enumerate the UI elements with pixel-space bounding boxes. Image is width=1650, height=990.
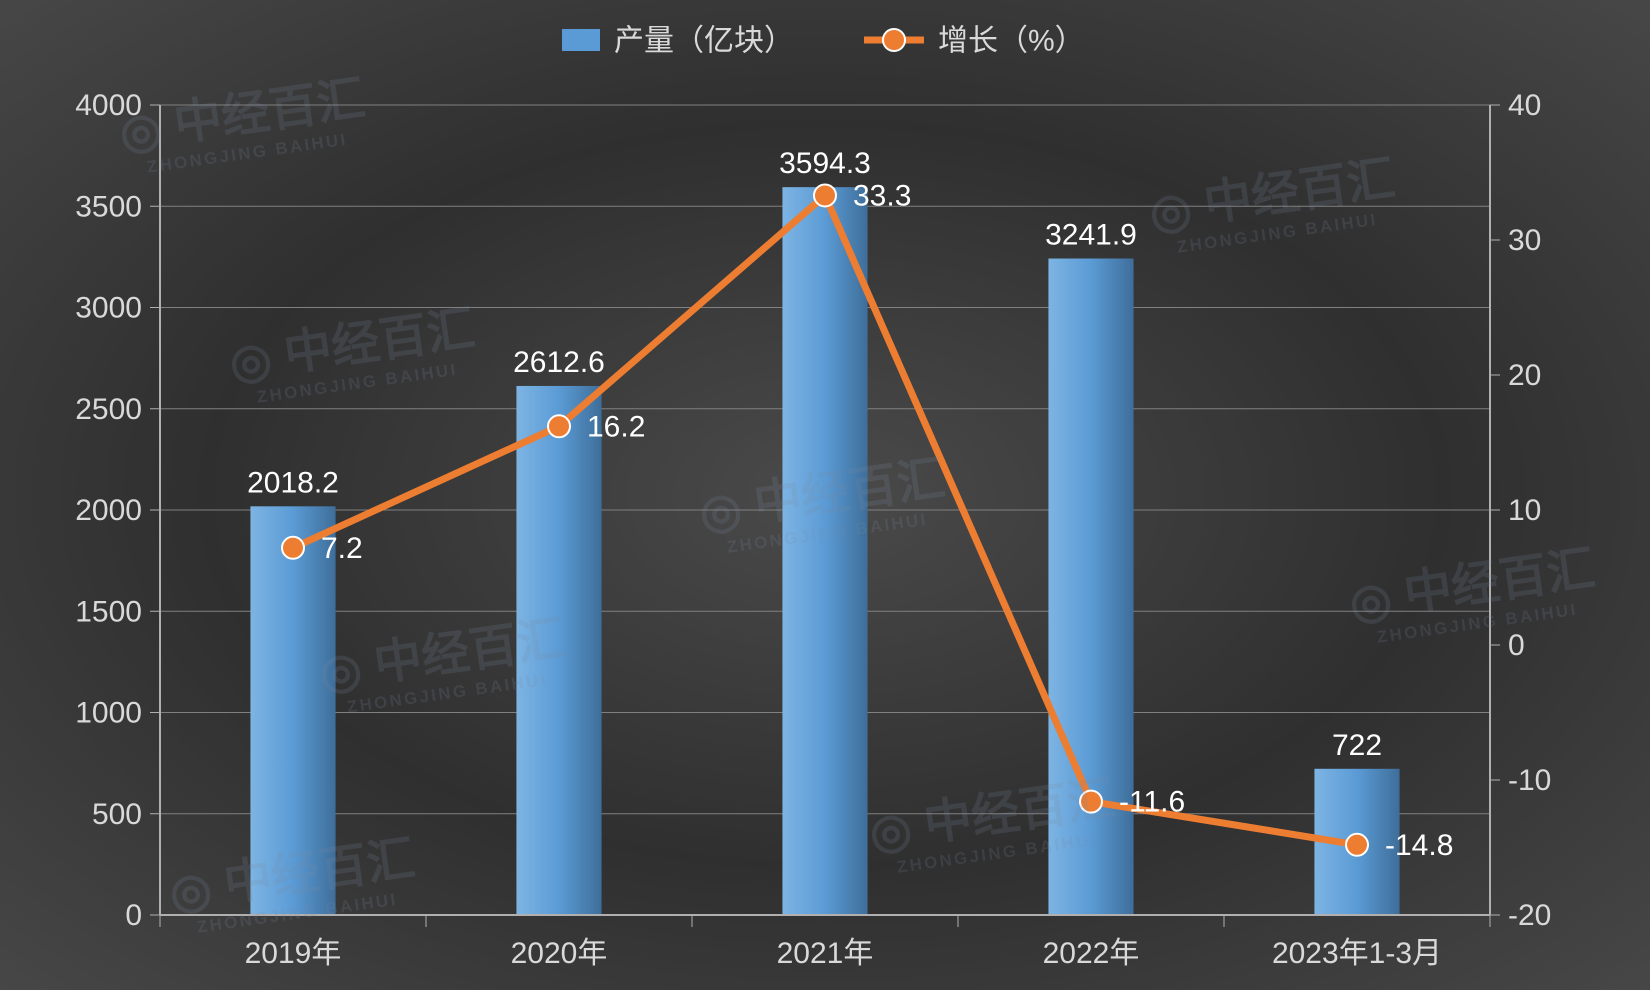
bar	[250, 506, 335, 915]
y-left-tick-label: 3000	[75, 292, 142, 325]
category-label: 2019年	[245, 937, 342, 970]
line-value-label: -14.8	[1385, 829, 1453, 862]
y-left-tick-label: 1000	[75, 697, 142, 730]
y-right-tick-label: 40	[1508, 89, 1541, 122]
line-marker	[814, 184, 836, 206]
line-marker	[1346, 834, 1368, 856]
y-left-tick-label: 500	[92, 798, 142, 831]
bar-value-label: 3594.3	[779, 147, 871, 180]
line-marker	[1080, 791, 1102, 813]
category-label: 2020年	[511, 937, 608, 970]
legend-bar-swatch	[562, 29, 600, 51]
bar	[782, 187, 867, 915]
category-label: 2022年	[1043, 937, 1140, 970]
line-value-label: 33.3	[853, 179, 911, 212]
bar	[516, 386, 601, 915]
bar-value-label: 3241.9	[1045, 219, 1137, 252]
y-left-tick-label: 2500	[75, 393, 142, 426]
line-value-label: -11.6	[1119, 786, 1185, 819]
y-right-tick-label: 0	[1508, 629, 1525, 662]
y-left-tick-label: 1500	[75, 595, 142, 628]
combo-chart: 0 500 1000 1500 2000 2500 3000 3500 4000 -20 -10 0 1…	[0, 0, 1650, 990]
bar-value-label: 2018.2	[247, 466, 339, 499]
y-left-tick-label: 0	[125, 899, 142, 932]
category-label: 2023年1-3月	[1272, 937, 1442, 970]
y-left-tick-label: 4000	[75, 89, 142, 122]
chart-canvas: 0 500 1000 1500 2000 2500 3000 3500 4000 -20 -10 0 1…	[0, 0, 1650, 990]
line-marker	[548, 415, 570, 437]
bar-value-label: 722	[1332, 729, 1382, 762]
y-left-tick-label: 2000	[75, 494, 142, 527]
legend-line-marker	[883, 29, 905, 51]
y-right-tick-label: -20	[1508, 899, 1551, 932]
category-label: 2021年	[777, 937, 874, 970]
line-value-label: 16.2	[587, 410, 645, 443]
y-left-tick-label: 3500	[75, 190, 142, 223]
y-right-tick-label: 10	[1508, 494, 1541, 527]
y-right-tick-label: 20	[1508, 359, 1541, 392]
legend-label: 增长（%）	[938, 25, 1085, 58]
line-marker	[282, 537, 304, 559]
y-right-tick-label: -10	[1508, 764, 1551, 797]
y-right-tick-label: 30	[1508, 224, 1541, 257]
line-value-label: 7.2	[321, 532, 363, 565]
legend-label: 产量（亿块）	[614, 25, 794, 58]
bar-value-label: 2612.6	[513, 346, 605, 379]
